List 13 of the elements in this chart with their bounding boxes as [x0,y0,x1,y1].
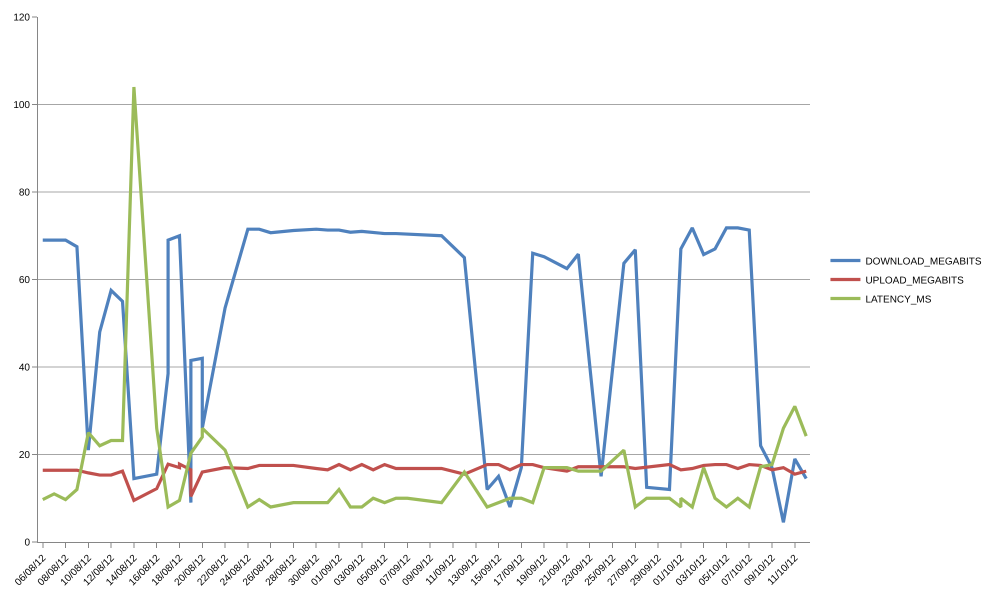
y-tick-label: 100 [13,100,30,111]
y-tick-label: 60 [18,275,30,286]
line-series [41,85,808,509]
y-tick-label: 80 [18,188,30,198]
legend-label: UPLOAD_MEGABITS [865,275,964,286]
legend-label: DOWNLOAD_MEGABITS [865,256,982,268]
y-tick-label: 0 [24,538,30,548]
y-tick-label: 40 [18,362,30,374]
y-tick-label: 120 [13,12,30,24]
line-series [41,226,808,524]
line-series [41,462,808,502]
legend-label: LATENCY_MS [865,294,932,306]
y-tick-label: 20 [18,450,30,461]
